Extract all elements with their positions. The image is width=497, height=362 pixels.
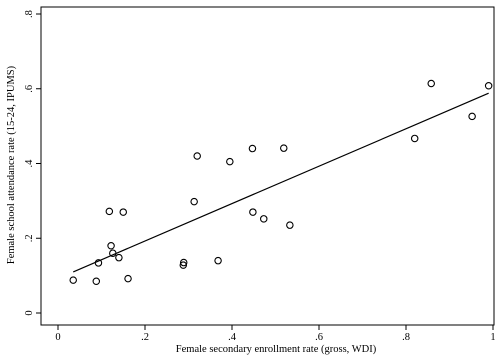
x-tick-label: 0 — [55, 332, 60, 343]
x-tick-label: .4 — [228, 332, 237, 343]
data-point — [124, 274, 132, 283]
x-tick-label: 1 — [490, 332, 495, 343]
data-point — [249, 208, 257, 216]
plot-frame — [40, 6, 495, 326]
data-point — [92, 277, 101, 285]
fitted-line — [72, 92, 489, 273]
x-axis-label: Female secondary enrollment rate (gross,… — [176, 344, 377, 355]
data-point — [260, 215, 268, 223]
x-tick-label: .2 — [141, 332, 149, 343]
data-point — [119, 208, 128, 216]
data-point — [248, 144, 257, 153]
data-point — [69, 276, 77, 284]
x-tick-label: .6 — [315, 332, 323, 343]
data-point — [193, 152, 201, 160]
x-axis-ticks: 0 .2 .4 .6 .8 1 — [55, 325, 496, 343]
data-point — [179, 261, 188, 269]
y-tick-label: 0 — [24, 310, 35, 315]
data-point — [107, 241, 115, 250]
data-point — [179, 258, 188, 267]
y-tick-label: .2 — [24, 234, 35, 242]
fit-line-group — [72, 92, 489, 273]
data-point — [226, 157, 234, 166]
y-tick-label: .4 — [24, 159, 35, 168]
x-tick-label: .8 — [402, 332, 410, 343]
data-point — [468, 112, 476, 121]
y-tick-label: .8 — [24, 10, 35, 18]
data-point — [214, 256, 222, 265]
data-point — [427, 79, 435, 88]
data-point — [109, 249, 117, 257]
plot-border — [40, 6, 495, 326]
data-point — [484, 82, 493, 90]
scatter-points — [69, 79, 493, 285]
data-point — [105, 207, 114, 216]
y-tick-label: .6 — [24, 85, 35, 93]
data-point — [94, 259, 103, 267]
y-axis-ticks: 0 .2 .4 .6 .8 — [24, 10, 41, 316]
data-point — [115, 253, 123, 262]
data-point — [410, 134, 419, 143]
data-point — [190, 197, 198, 206]
data-point — [286, 221, 294, 229]
data-point — [280, 144, 288, 152]
y-axis-label: Female school attendance rate (15-24, IP… — [6, 65, 17, 264]
